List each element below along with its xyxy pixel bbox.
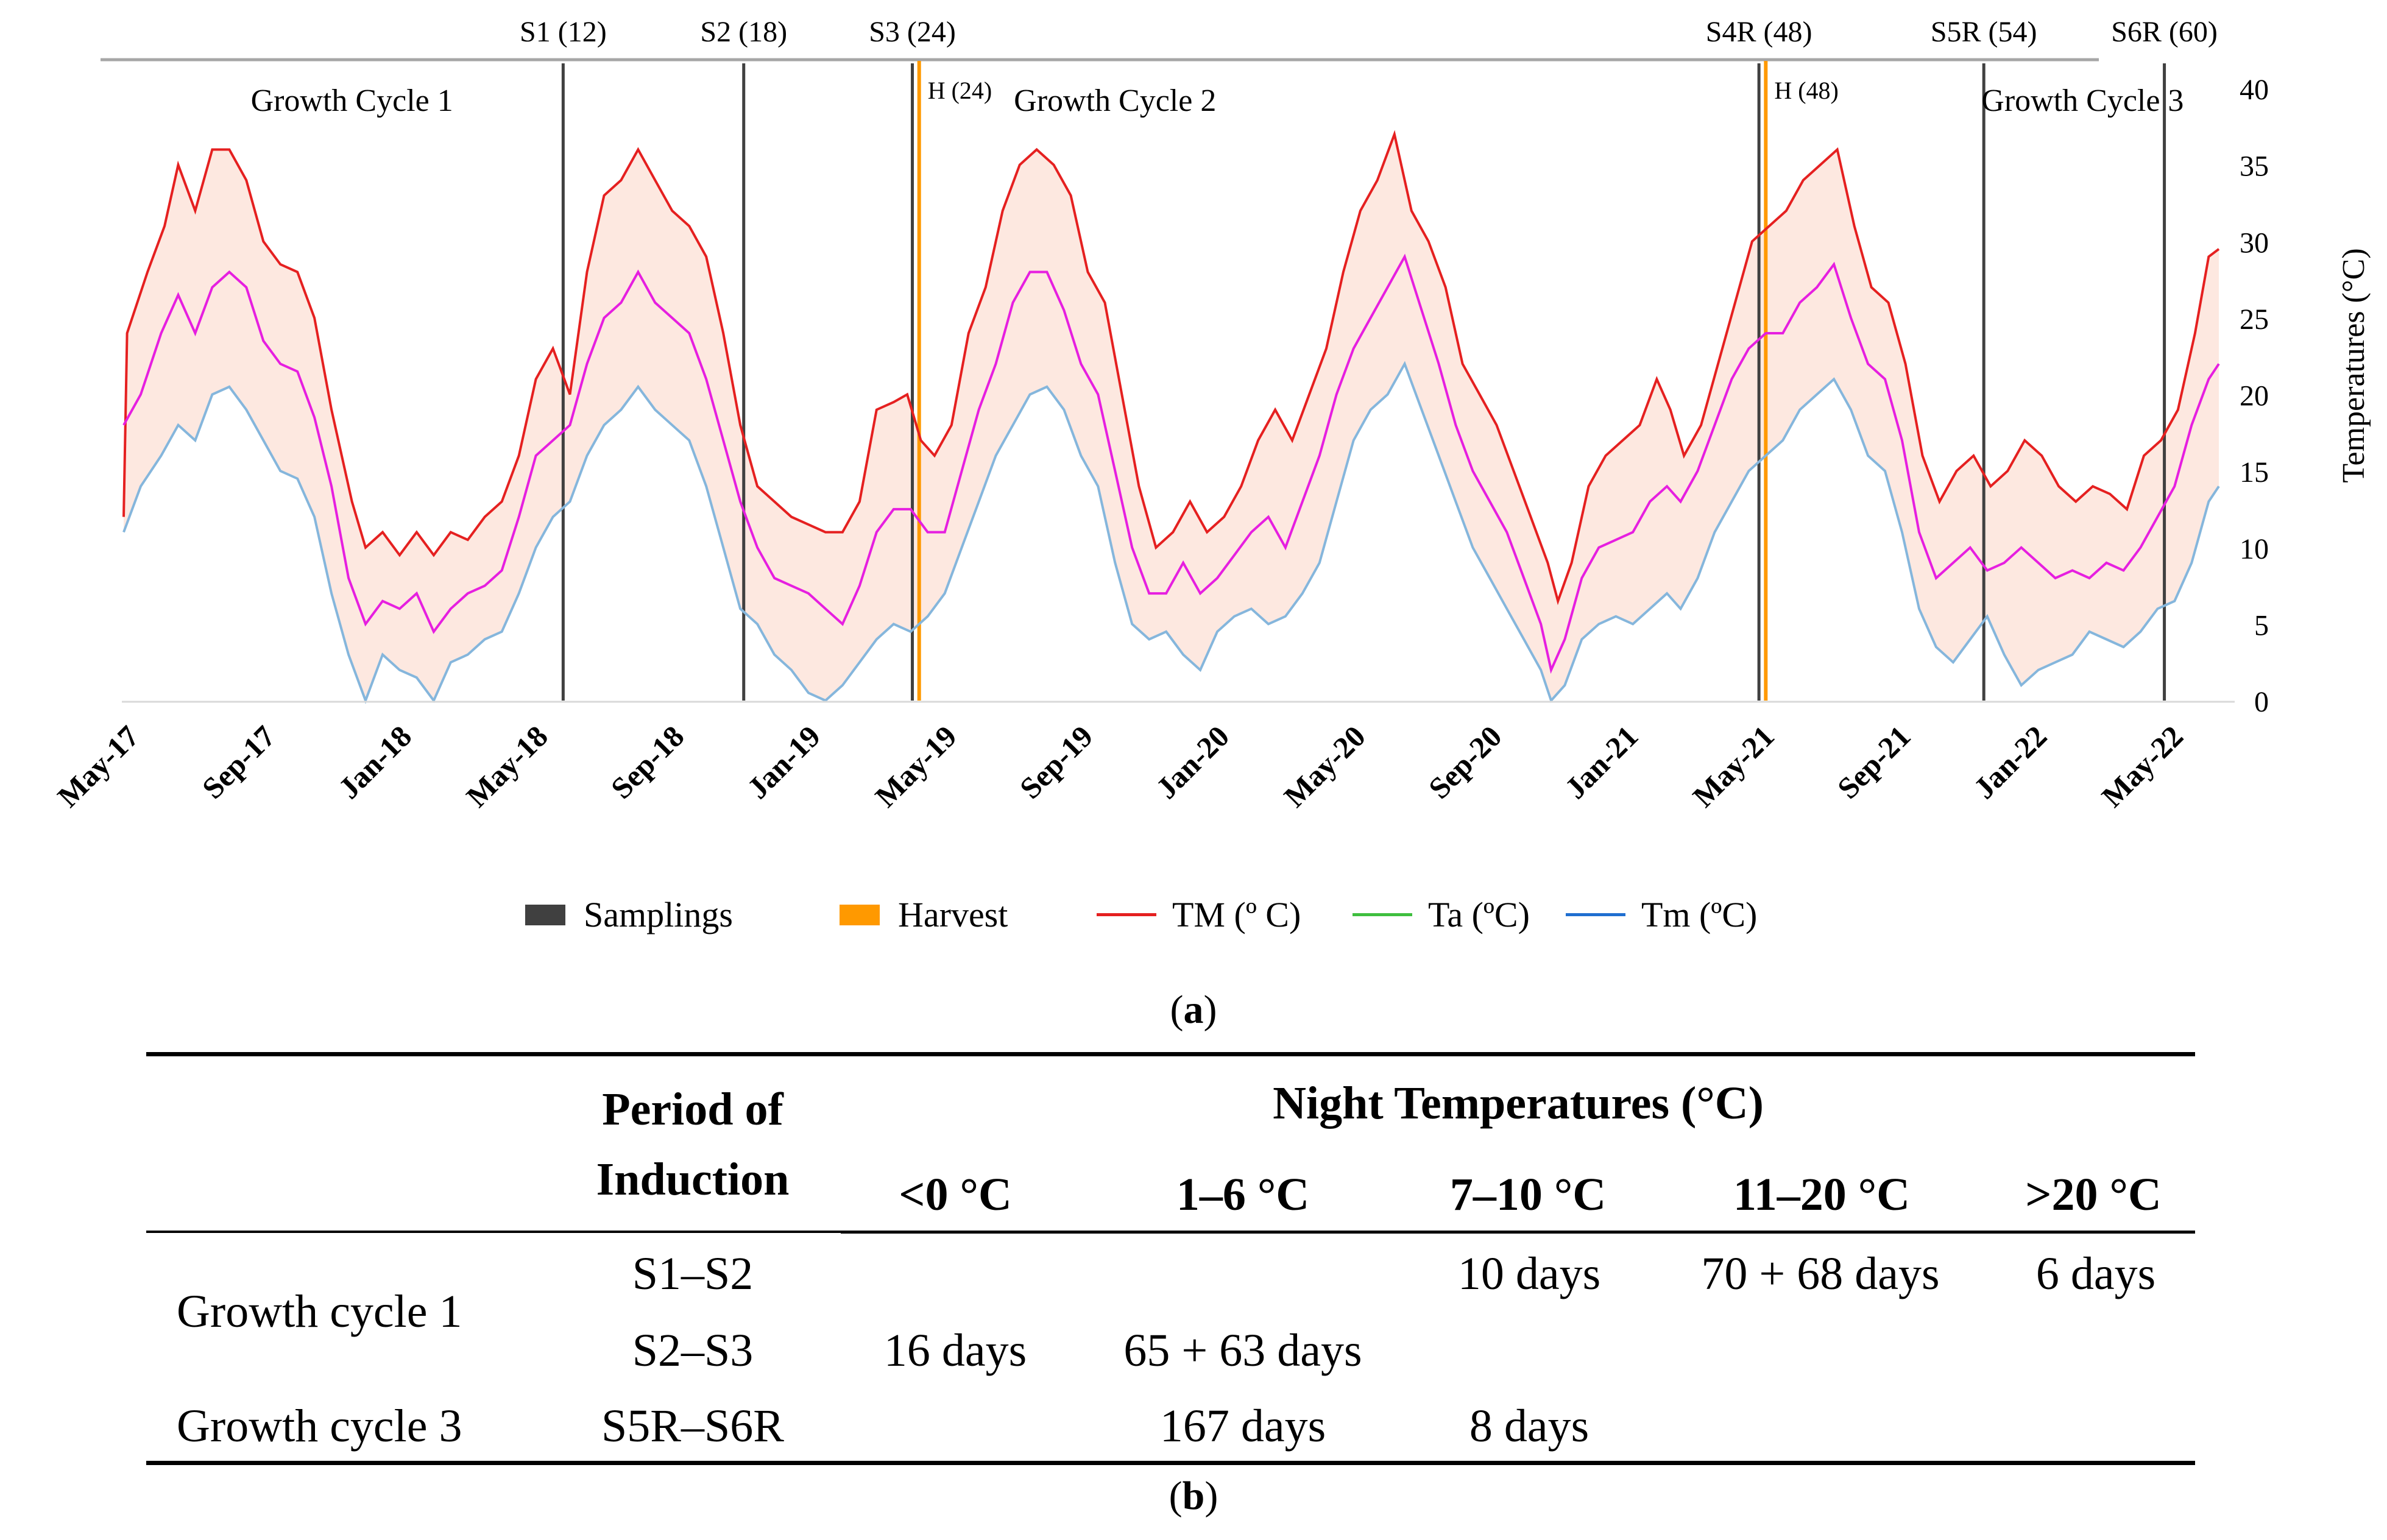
event-label-4: S4R (48)	[1706, 16, 1812, 48]
event-label-7: S6R (60)	[2111, 16, 2218, 48]
caption-a-letter: a	[1183, 987, 1204, 1032]
x-tick-label-8: Jan-20	[1149, 719, 1236, 805]
event-label-0: S1 (12)	[520, 16, 607, 48]
y-tick-label-8: 40	[2240, 74, 2269, 106]
y-tick-label-2: 10	[2240, 533, 2269, 565]
x-tick-label-0: May-17	[51, 719, 145, 813]
legend-samplings-label: Samplings	[584, 895, 733, 934]
x-tick-label-13: Sep-21	[1831, 719, 1917, 805]
col-7-10: 7–10 °C	[1449, 1169, 1607, 1220]
caption-b: (b)	[1169, 1474, 1218, 1518]
x-tick-label-12: May-21	[1686, 719, 1780, 813]
x-tick-label-2: Jan-18	[331, 719, 418, 805]
x-tick-label-15: May-22	[2095, 719, 2190, 813]
legend-tm-swatch	[1097, 913, 1156, 916]
event-label-5: H (48)	[1774, 77, 1839, 104]
x-tick-label-6: May-19	[868, 719, 963, 813]
cell-s2s3-lt0: 16 days	[883, 1325, 1027, 1376]
caption-b-letter: b	[1182, 1474, 1205, 1518]
x-tick-label-11: Jan-21	[1558, 719, 1645, 805]
x-tick-label-5: Jan-19	[740, 719, 827, 805]
cycle-labels: Growth Cycle 1 Growth Cycle 2 Growth Cycle…	[251, 83, 2184, 118]
event-label-6: S5R (54)	[1931, 16, 2037, 48]
legend-tm: TM (º C)	[1097, 894, 1301, 935]
cell-s1s2-gt20: 6 days	[2035, 1248, 2156, 1299]
event-label-2: S3 (24)	[869, 16, 956, 48]
table-mid-rule-right	[841, 1231, 2195, 1234]
y-tick-label-3: 15	[2240, 456, 2269, 489]
y-axis-label: Temperatures (°C)	[2336, 248, 2371, 482]
y-tick-label-0: 0	[2254, 686, 2269, 718]
col-1-6: 1–6 °C	[1176, 1169, 1310, 1220]
x-tick-label-7: Sep-19	[1013, 719, 1100, 805]
legend-tmin-swatch	[1566, 913, 1625, 916]
cell-s1s2-11-20: 70 + 68 days	[1701, 1248, 1940, 1299]
cycle-label-3: Growth Cycle 3	[1981, 83, 2184, 118]
legend-samplings-swatch	[525, 904, 565, 925]
legend-ta-swatch	[1353, 913, 1412, 916]
period-s1-s2: S1–S2	[632, 1248, 754, 1299]
temperature-band	[124, 134, 2219, 701]
period-s2-s3: S2–S3	[632, 1325, 754, 1376]
row-label-cycle3: Growth cycle 3	[177, 1400, 462, 1452]
legend: Samplings Harvest TM (º C) Ta (ºC) Tm (º…	[0, 882, 2387, 943]
x-tick-label-9: May-20	[1277, 719, 1371, 813]
x-tick-label-4: Sep-18	[604, 719, 691, 805]
y-tick-label-7: 35	[2240, 150, 2269, 183]
event-label-1: S2 (18)	[700, 16, 787, 48]
col-lt0: <0 °C	[899, 1169, 1012, 1220]
series-tm-line	[122, 130, 2220, 606]
cycle-label-1: Growth Cycle 1	[251, 83, 453, 118]
legend-ta: Ta (ºC)	[1353, 894, 1530, 935]
period-header-line1: Period of	[602, 1084, 783, 1135]
row-label-cycle1: Growth cycle 1	[177, 1286, 462, 1337]
cell-s5s6-7-10: 8 days	[1469, 1400, 1590, 1452]
y-tick-label-5: 25	[2240, 303, 2269, 336]
y-tick-label-6: 30	[2240, 227, 2269, 259]
table-bottom-rule	[146, 1461, 2195, 1465]
legend-tm-label: TM (º C)	[1172, 895, 1301, 934]
legend-harvest-label: Harvest	[898, 895, 1008, 934]
cycle-label-2: Growth Cycle 2	[1014, 83, 1216, 118]
table-top-rule	[146, 1052, 2195, 1056]
period-header-line2: Induction	[596, 1154, 790, 1205]
x-tick-label-14: Jan-22	[1967, 719, 2054, 805]
temperature-chart: S1 (12) S2 (18) S3 (24) H (24) S4R (48) H (48…	[51, 16, 2371, 814]
event-lines: S1 (12) S2 (18) S3 (24) H (24) S4R (48) H (48…	[520, 16, 2218, 701]
series-tmin-line	[122, 361, 2220, 704]
night-temp-header: Night Temperatures (°C)	[1273, 1078, 1764, 1129]
legend-samplings: Samplings	[525, 894, 733, 935]
y-tick-label-4: 20	[2240, 380, 2269, 412]
y-tick-label-1: 5	[2254, 609, 2269, 641]
cell-s2s3-1-6: 65 + 63 days	[1123, 1325, 1362, 1376]
legend-tmin: Tm (ºC)	[1566, 894, 1757, 935]
series-ta-line	[122, 253, 2220, 674]
cell-s1s2-7-10: 10 days	[1457, 1248, 1601, 1299]
x-tick-label-10: Sep-20	[1422, 719, 1508, 805]
caption-a: (a)	[1170, 987, 1217, 1032]
x-tick-label-1: Sep-17	[196, 719, 282, 805]
x-axis-ticks: May-17 Sep-17 Jan-18 May-18 Sep-18 Jan-19 May-…	[51, 719, 2190, 813]
cell-s5s6-1-6: 167 days	[1159, 1400, 1326, 1452]
event-label-3: H (24)	[928, 77, 992, 104]
y-axis-ticks: 0 5 10 15 20 25 30 35 40	[2240, 74, 2269, 718]
legend-tmin-label: Tm (ºC)	[1641, 895, 1758, 934]
table-mid-rule-left	[146, 1231, 841, 1233]
col-11-20: 11–20 °C	[1733, 1169, 1911, 1220]
x-tick-label-3: May-18	[459, 719, 554, 813]
period-s5r-s6r: S5R–S6R	[601, 1400, 784, 1452]
col-gt20: >20 °C	[2025, 1169, 2162, 1220]
legend-harvest: Harvest	[840, 894, 1008, 935]
legend-ta-label: Ta (ºC)	[1428, 895, 1530, 934]
legend-harvest-swatch	[840, 904, 880, 925]
